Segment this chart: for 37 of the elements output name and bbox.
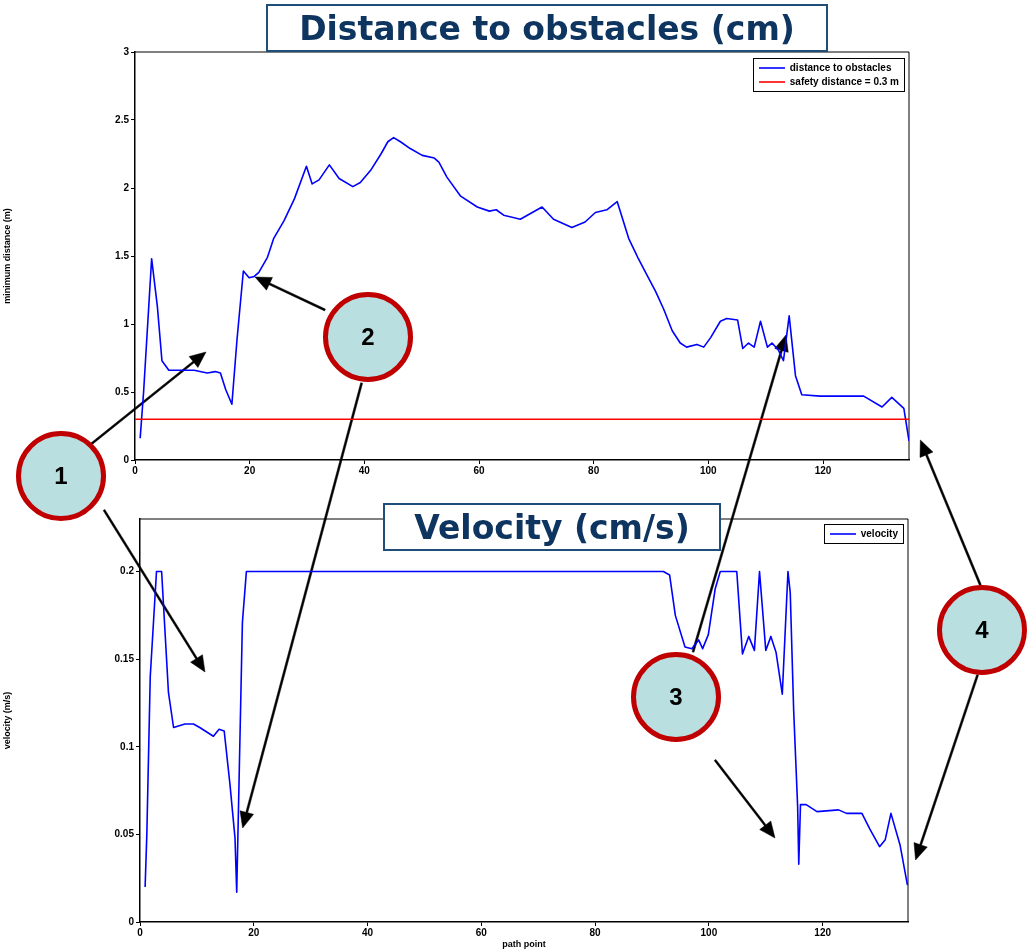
x-tick-label: 0 xyxy=(137,926,144,938)
x-tick-label: 120 xyxy=(814,926,832,938)
y-tick-label: 0 xyxy=(128,915,135,927)
y-tick-label: 0.1 xyxy=(120,740,135,752)
x-tick-label: 100 xyxy=(700,926,718,938)
x-tick-label: 20 xyxy=(248,926,260,938)
y-axis-title: minimum distance (m) xyxy=(1,208,12,304)
y-tick-label: 1.5 xyxy=(115,249,130,261)
x-tick-label: 40 xyxy=(361,926,374,938)
circle-badge: 4 xyxy=(937,585,1027,675)
legend-label: velocity xyxy=(860,527,898,541)
legend-label: safety distance = 0.3 m xyxy=(789,75,899,89)
circle-badge: 1 xyxy=(16,431,106,521)
y-tick-label: 2.5 xyxy=(115,113,130,125)
y-tick-label: 3 xyxy=(123,45,130,57)
y-tick-label: 2 xyxy=(123,181,130,193)
y-tick-label: 0.2 xyxy=(120,565,135,577)
x-tick-label: 100 xyxy=(699,464,718,476)
x-tick-label: 120 xyxy=(814,464,832,476)
x-tick-label: 60 xyxy=(475,926,488,938)
x-tick-label: 60 xyxy=(473,464,485,476)
x-tick-label: 80 xyxy=(589,926,602,938)
y-tick-label: 0 xyxy=(123,453,130,465)
x-axis-title: path point xyxy=(502,939,546,950)
y-tick-label: 0.05 xyxy=(114,828,135,840)
y-axis-title: velocity (m/s) xyxy=(1,691,12,750)
chart-title: Distance to obstacles (cm) xyxy=(266,4,828,52)
y-tick-label: 0.5 xyxy=(115,385,130,397)
chart-title: Velocity (cm/s) xyxy=(383,503,721,551)
circle-badge: 3 xyxy=(631,652,721,742)
y-tick-label: 1 xyxy=(123,317,130,329)
circle-badge: 2 xyxy=(323,292,413,382)
x-tick-label: 20 xyxy=(244,464,256,476)
y-tick-label: 0.15 xyxy=(114,652,135,664)
legend-label: distance to obstacles xyxy=(789,61,892,75)
x-tick-label: 80 xyxy=(588,464,600,476)
x-tick-label: 40 xyxy=(358,464,371,476)
